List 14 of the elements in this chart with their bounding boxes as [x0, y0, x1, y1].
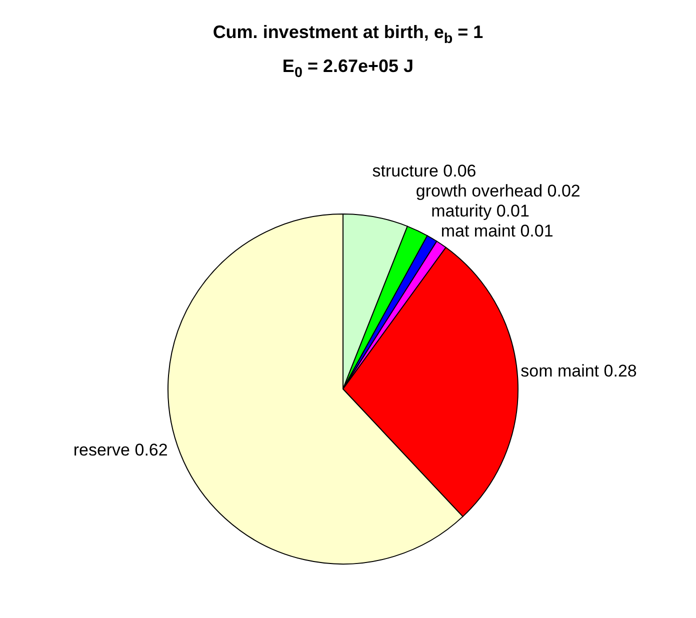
data-label: 0.06: [443, 162, 476, 182]
data-label: 0.28: [604, 362, 637, 381]
data-label: 0.01: [496, 202, 530, 222]
chart-subtitle: E$_{0}$ = 2.67e+05 J: [282, 56, 414, 81]
data-label: 0.62: [134, 440, 168, 460]
data-label: 0.01: [520, 222, 554, 242]
slice-label: som maint: [520, 362, 604, 381]
slice-label: maturity: [431, 202, 496, 222]
slice-label: structure: [372, 162, 444, 182]
slice-label: growth overhead: [416, 182, 548, 202]
data-label: 0.02: [547, 182, 580, 202]
slice-label: reserve: [73, 440, 135, 460]
chart-title: Cum. investment at birth, e$_{b}$ = 1: [212, 22, 484, 47]
slice-label: mat maint: [440, 222, 520, 242]
